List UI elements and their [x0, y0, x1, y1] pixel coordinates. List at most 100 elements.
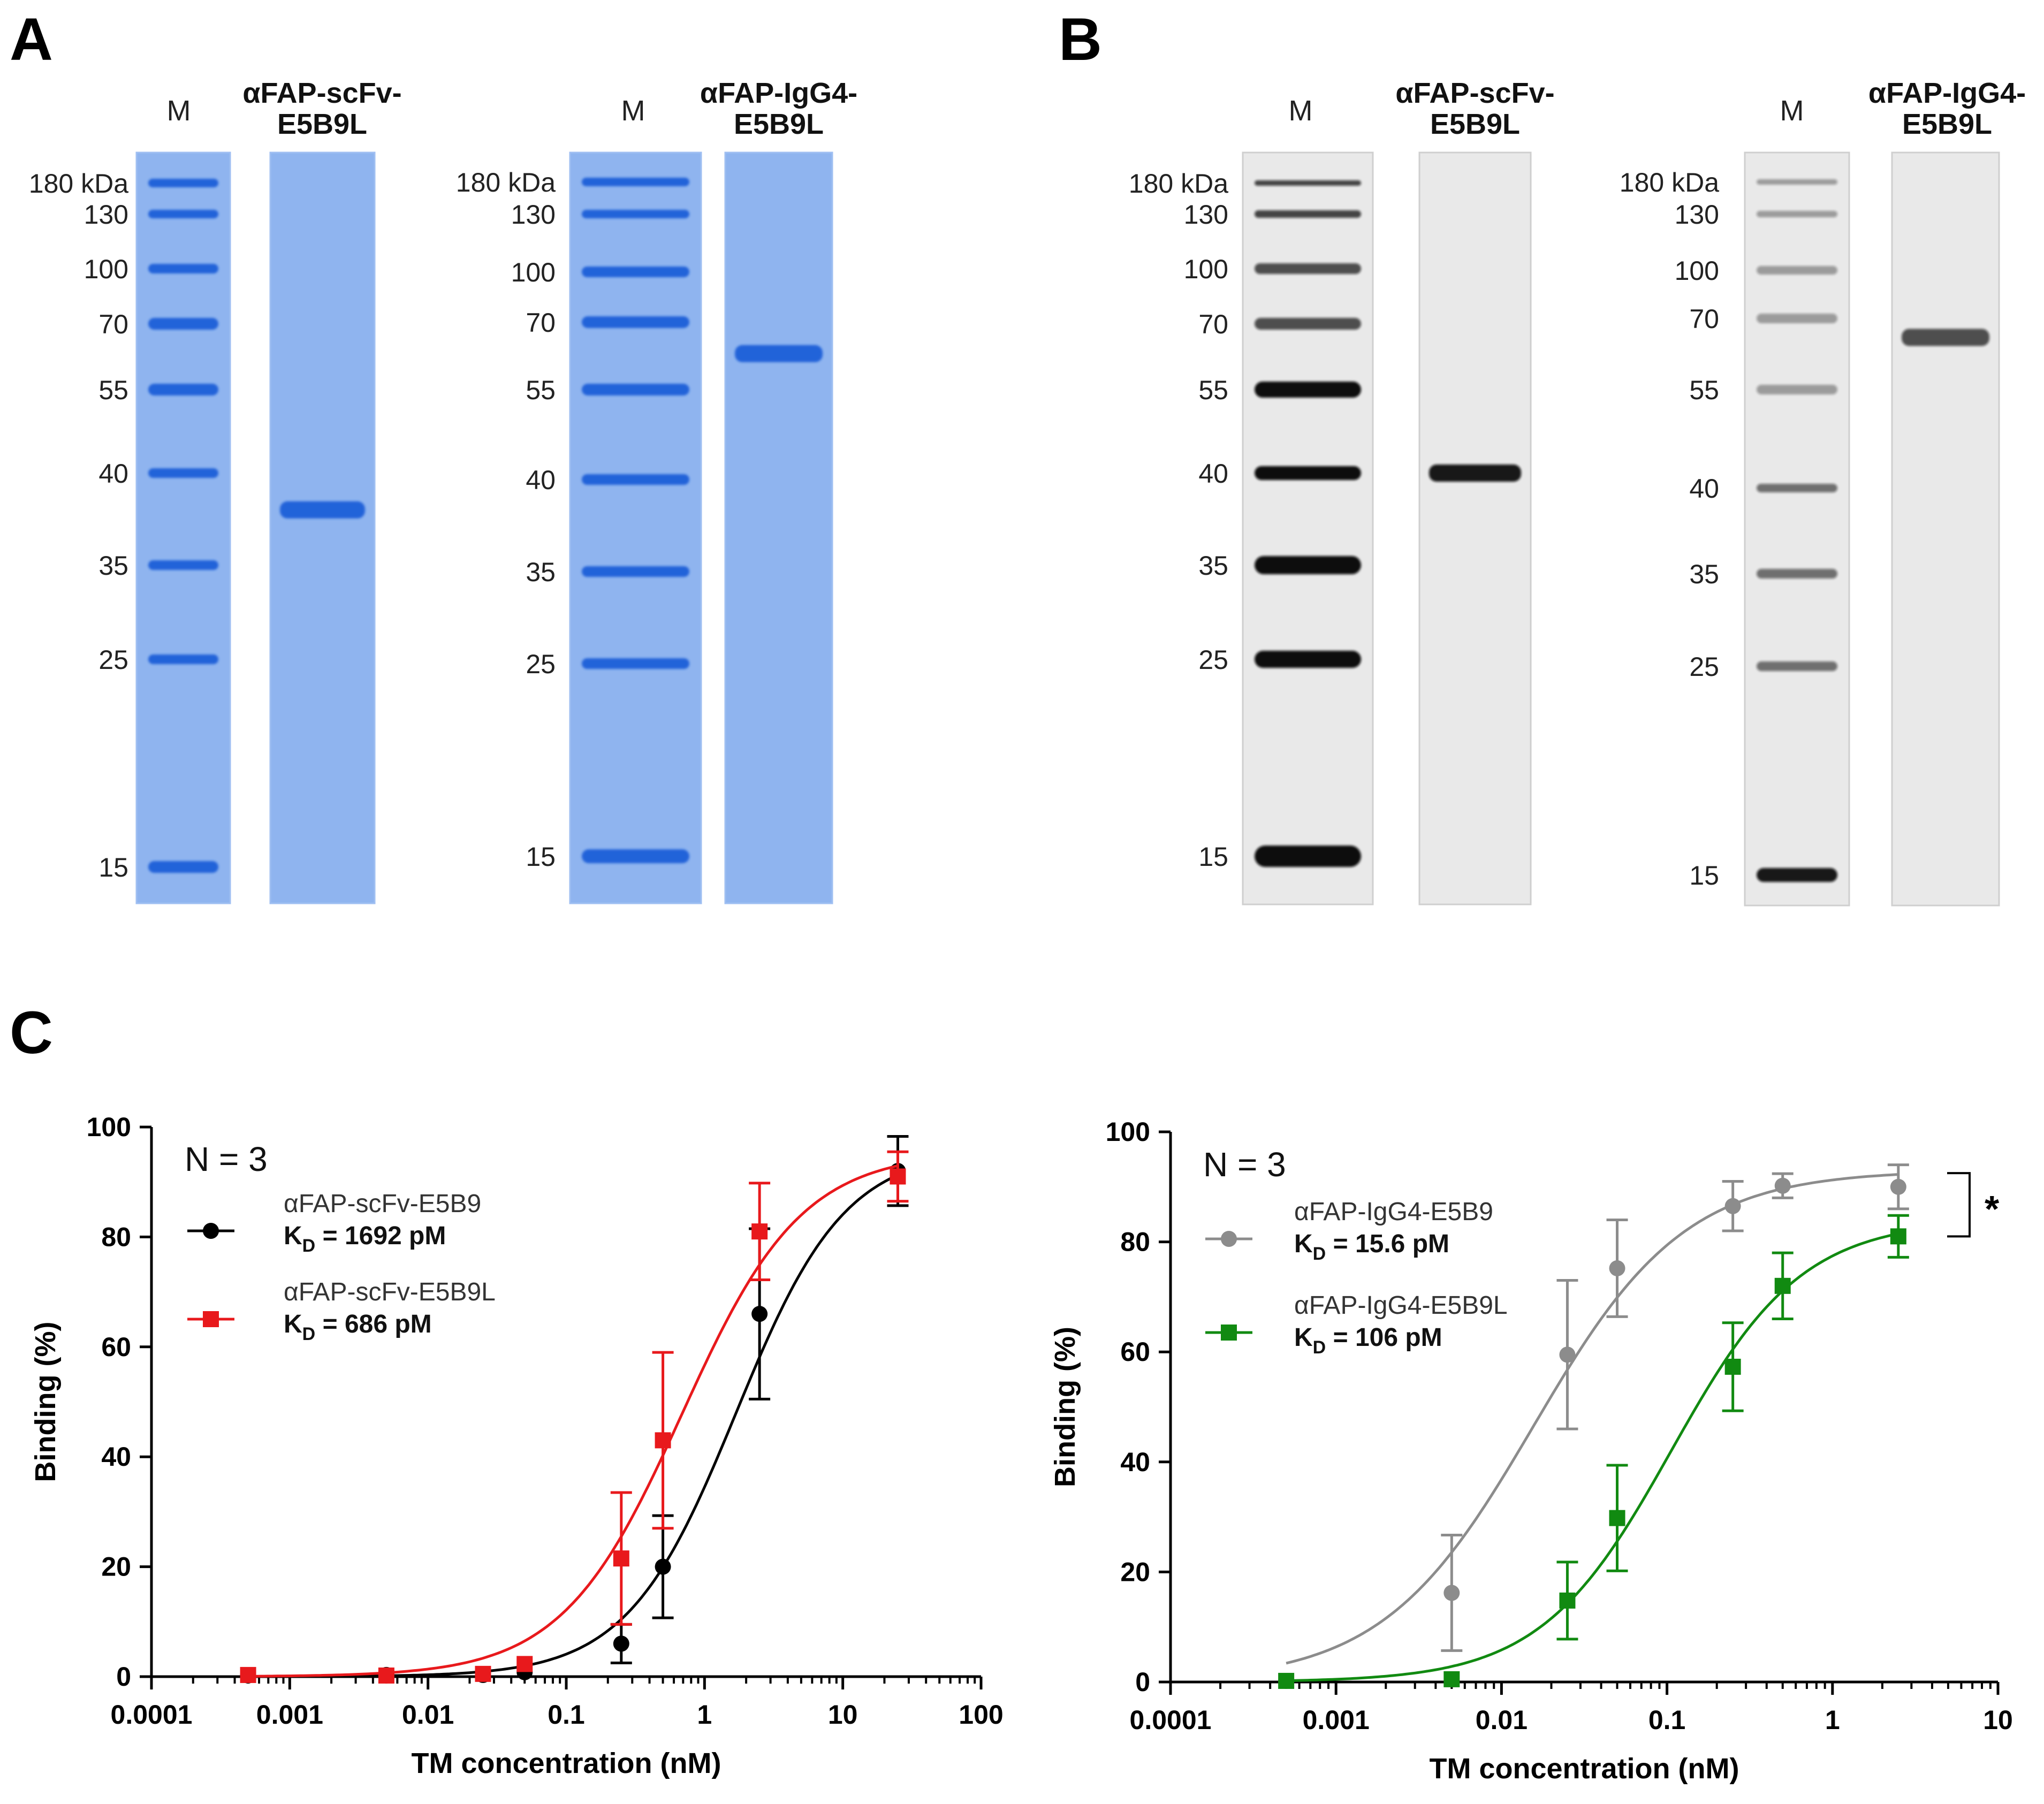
legend-kd: KD = 106 pM [1294, 1323, 1442, 1358]
kd-value: = 106 pM [1326, 1323, 1442, 1352]
mw-label: 35 [1198, 551, 1228, 581]
kd-symbol: K [284, 1310, 302, 1338]
ladder-band [1757, 385, 1837, 394]
ladder-band [1757, 314, 1837, 323]
data-point [613, 1635, 629, 1652]
ladder-band [1255, 466, 1361, 480]
fit-curve [248, 1174, 899, 1678]
legend-entry-1: αFAP-IgG4-E5B9L KD = 106 pM [1205, 1291, 1508, 1358]
data-point [1609, 1260, 1625, 1276]
legend-series-name: αFAP-IgG4-E5B9L [1294, 1291, 1508, 1320]
series-0 [1278, 1163, 1909, 1689]
ladder-band [582, 566, 689, 577]
mw-label: 180 kDa [1620, 168, 1719, 197]
legend-series-name: αFAP-scFv-E5B9L [284, 1278, 496, 1306]
mw-label: 70 [1198, 309, 1228, 339]
y-tick-label: 20 [101, 1552, 131, 1582]
legend-series-name: αFAP-scFv-E5B9 [284, 1190, 481, 1218]
series-1 [1278, 1214, 1909, 1689]
legend-entry-0: αFAP-IgG4-E5B9 KD = 15.6 pM [1205, 1198, 1493, 1264]
data-point [378, 1667, 394, 1684]
ladder-band [582, 474, 689, 485]
mw-label: 70 [1689, 304, 1719, 334]
legend-entry-1: αFAP-scFv-E5B9L KD = 686 pM [187, 1278, 496, 1344]
ladder-band [582, 267, 689, 277]
sample-lane [269, 151, 376, 904]
y-axis-label: Binding (%) [29, 1322, 62, 1482]
marker-lane-label: M [621, 95, 645, 127]
ladder-band [148, 468, 218, 478]
ladder-band [148, 318, 218, 330]
legend-marker [203, 1311, 219, 1327]
panel-c-letter: C [10, 999, 53, 1066]
ladder-band [148, 264, 218, 273]
ladder-band [1255, 382, 1361, 398]
mw-label: 40 [98, 459, 128, 489]
panel-a-letter: A [10, 6, 53, 73]
kd-value: = 15.6 pM [1326, 1230, 1449, 1258]
mw-label: 100 [1675, 256, 1719, 286]
data-point [1443, 1585, 1460, 1601]
ladder-band [1255, 651, 1361, 668]
fit-curve [248, 1164, 899, 1678]
data-point [751, 1223, 768, 1240]
sample-lane-title: E5B9L [277, 108, 367, 140]
ladder-band [148, 210, 218, 218]
kd-subscript: D [1313, 1337, 1326, 1358]
legend-marker [1221, 1325, 1237, 1341]
y-tick-label: 60 [101, 1332, 131, 1362]
mw-label: 55 [1198, 375, 1228, 405]
y-tick-label: 0 [1135, 1667, 1150, 1697]
y-tick-label: 100 [1106, 1117, 1150, 1147]
mw-label: 100 [511, 257, 556, 287]
x-tick-label: 10 [828, 1700, 858, 1730]
n-annotation: N = 3 [185, 1140, 268, 1178]
sample-lane-title: αFAP-IgG4- [1868, 77, 2026, 109]
mw-label: 70 [98, 309, 128, 339]
x-tick-label: 0.01 [1476, 1705, 1528, 1735]
ladder-band [1255, 846, 1361, 867]
mw-label: 40 [1198, 459, 1228, 489]
data-point [516, 1656, 533, 1672]
mw-label: 55 [526, 375, 556, 405]
mw-label: 15 [526, 842, 556, 872]
marker-lane [1242, 151, 1374, 905]
marker-lane [135, 151, 231, 904]
fit-curve [1286, 1232, 1899, 1683]
data-point [1278, 1672, 1295, 1689]
mw-label: 180 kDa [29, 169, 128, 199]
y-tick-label: 100 [87, 1112, 131, 1142]
ladder-band [582, 658, 689, 669]
fit-curve [1286, 1173, 1898, 1665]
x-axis-label: TM concentration (nM) [412, 1747, 721, 1779]
mw-label: 130 [84, 200, 128, 230]
data-point [1724, 1198, 1741, 1214]
data-point [1890, 1228, 1906, 1245]
kd-value: = 1692 pM [315, 1222, 446, 1250]
x-tick-label: 1 [1825, 1705, 1840, 1735]
mw-label: 100 [84, 254, 128, 284]
ladder-band [1757, 661, 1837, 671]
sample-lane-title: αFAP-IgG4- [700, 77, 857, 109]
data-point [1443, 1671, 1460, 1687]
ladder-band [1255, 263, 1361, 274]
x-tick-label: 0.1 [548, 1700, 585, 1730]
ladder-band [148, 179, 218, 187]
x-tick-label: 0.001 [256, 1700, 323, 1730]
y-axis-label: Binding (%) [1049, 1327, 1081, 1487]
ladder-band [148, 861, 218, 873]
legend-kd: KD = 1692 pM [284, 1222, 446, 1256]
binding-chart-scfv: 0 20 40 60 80 100 0.0001 0.001 0.01 0.1 1 10 100 TM c… [29, 1112, 1004, 1779]
ladder-band [1757, 484, 1837, 492]
y-tick-label: 40 [101, 1442, 131, 1472]
mw-label: 35 [98, 551, 128, 581]
legend-marker [203, 1223, 219, 1239]
sample-band [280, 501, 365, 519]
mw-label: 35 [526, 557, 556, 587]
ladder-band [148, 654, 218, 664]
ladder-band [1757, 179, 1837, 185]
